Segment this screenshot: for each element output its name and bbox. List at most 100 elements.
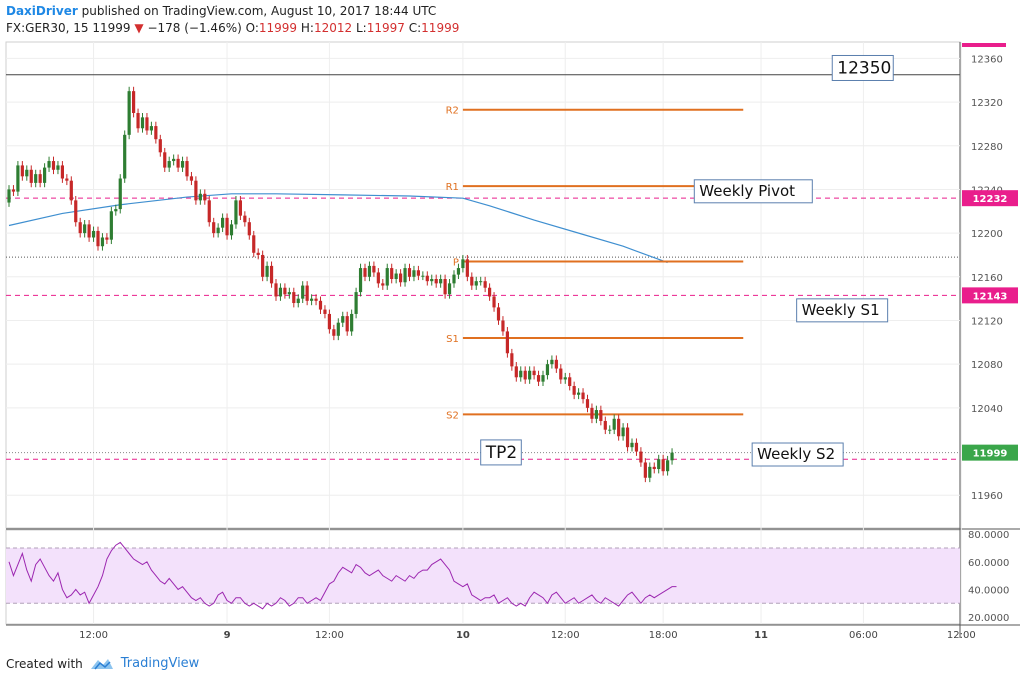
price-tick-label: 12040 bbox=[971, 404, 1003, 415]
candle-body bbox=[216, 227, 220, 234]
open-label: O: bbox=[245, 21, 259, 35]
time-tick-label: 12:00 bbox=[79, 630, 108, 641]
candle-body bbox=[243, 215, 247, 223]
candle-body bbox=[318, 300, 323, 310]
price-tick-label: 12120 bbox=[971, 316, 1003, 327]
candle-body bbox=[149, 126, 153, 131]
candle-body bbox=[403, 268, 407, 283]
candle-body bbox=[505, 331, 509, 354]
candle-body bbox=[661, 459, 665, 472]
rsi-line bbox=[8, 541, 677, 610]
candle-body bbox=[252, 235, 256, 253]
candle-body bbox=[265, 265, 269, 277]
candle-body bbox=[109, 211, 113, 240]
price-tick-label: 12200 bbox=[971, 229, 1003, 240]
candle-body bbox=[167, 161, 171, 168]
candle-body bbox=[612, 418, 616, 430]
candle-body bbox=[296, 298, 300, 304]
candle-body bbox=[198, 193, 202, 201]
candle-body bbox=[416, 270, 420, 276]
symbol-info: FX:GER30, 15 11999 ▼ −178 (−1.46%) O:119… bbox=[6, 21, 459, 35]
candle-body bbox=[274, 283, 278, 297]
candle-body bbox=[367, 265, 372, 277]
candle-body bbox=[434, 278, 438, 284]
price-tick-label: 12360 bbox=[971, 54, 1003, 65]
candle-body bbox=[443, 278, 447, 295]
high-value: 12012 bbox=[313, 21, 353, 35]
candle-body bbox=[639, 451, 643, 463]
candle-body bbox=[474, 281, 478, 286]
candle-body bbox=[51, 161, 56, 170]
author-name[interactable]: DaxiDriver bbox=[6, 4, 78, 18]
candle-body bbox=[229, 224, 234, 236]
candle-body bbox=[47, 161, 51, 168]
candle-body bbox=[581, 392, 585, 400]
candle-body bbox=[301, 285, 305, 299]
candle-body bbox=[180, 161, 185, 168]
candle-body bbox=[332, 329, 336, 336]
candle-body bbox=[452, 274, 456, 284]
time-tick-label: 18:00 bbox=[649, 630, 678, 641]
candle-body bbox=[666, 460, 670, 472]
candle-body bbox=[479, 281, 483, 283]
pivot-label: S1 bbox=[446, 334, 459, 345]
candle-body bbox=[563, 377, 567, 380]
candle-body bbox=[585, 399, 590, 408]
candle-body bbox=[327, 313, 331, 330]
candle-body bbox=[354, 292, 358, 314]
candle-body bbox=[65, 178, 69, 181]
candle-body bbox=[11, 189, 16, 192]
time-tick-label: 12:00 bbox=[947, 630, 976, 641]
tradingview-brand[interactable]: TradingView bbox=[120, 656, 200, 671]
candle-body bbox=[590, 407, 594, 419]
time-tick-label: 06:00 bbox=[849, 630, 878, 641]
last-price-tag-text: 11999 bbox=[973, 449, 1008, 460]
candle-body bbox=[189, 176, 194, 181]
candle-body bbox=[172, 158, 176, 162]
rsi-tick-label: 60.0000 bbox=[968, 558, 1009, 569]
annotation-text: Weekly S2 bbox=[757, 445, 835, 463]
candle-body bbox=[465, 259, 469, 277]
candle-body bbox=[577, 392, 581, 395]
candle-body bbox=[176, 158, 180, 168]
candle-body bbox=[372, 265, 376, 273]
candle-body bbox=[283, 287, 287, 295]
publish-info: DaxiDriver published on TradingView.com,… bbox=[6, 4, 436, 18]
candle-body bbox=[278, 287, 283, 297]
symbol-name: FX:GER30, 15 bbox=[6, 21, 89, 35]
candle-body bbox=[158, 139, 162, 153]
candle-body bbox=[532, 370, 536, 376]
annotation-text: Weekly S1 bbox=[802, 301, 880, 319]
candle-body bbox=[519, 370, 523, 378]
candle-body bbox=[221, 217, 225, 228]
candle-body bbox=[203, 193, 207, 201]
annotation-box bbox=[480, 439, 522, 466]
candle-body bbox=[550, 359, 554, 365]
price-tick-label: 12280 bbox=[971, 142, 1003, 153]
candle-body bbox=[43, 167, 47, 183]
candle-body bbox=[657, 459, 661, 470]
published-text: published on TradingView.com, August 10,… bbox=[81, 4, 437, 18]
open-value: 11999 bbox=[258, 21, 298, 35]
candle-body bbox=[323, 309, 327, 314]
moving-average-line bbox=[8, 193, 668, 264]
candle-body bbox=[621, 427, 625, 437]
candle-body bbox=[545, 364, 550, 376]
candle-body bbox=[91, 230, 96, 238]
candle-body bbox=[421, 275, 425, 277]
candle-body bbox=[38, 174, 42, 183]
price-tick-label: 12320 bbox=[971, 98, 1003, 109]
footer: Created with TradingView bbox=[6, 656, 199, 671]
close-label: C: bbox=[408, 21, 422, 35]
annotation-box bbox=[831, 54, 894, 81]
candle-body bbox=[132, 91, 136, 113]
candle-body bbox=[238, 200, 242, 216]
candle-body bbox=[136, 112, 140, 129]
candle-body bbox=[60, 165, 64, 179]
pivot-label: R1 bbox=[446, 182, 459, 193]
candle-body bbox=[385, 268, 389, 286]
rsi-tick-label: 40.0000 bbox=[968, 585, 1009, 596]
candle-body bbox=[127, 91, 131, 135]
candle-body bbox=[488, 287, 492, 297]
